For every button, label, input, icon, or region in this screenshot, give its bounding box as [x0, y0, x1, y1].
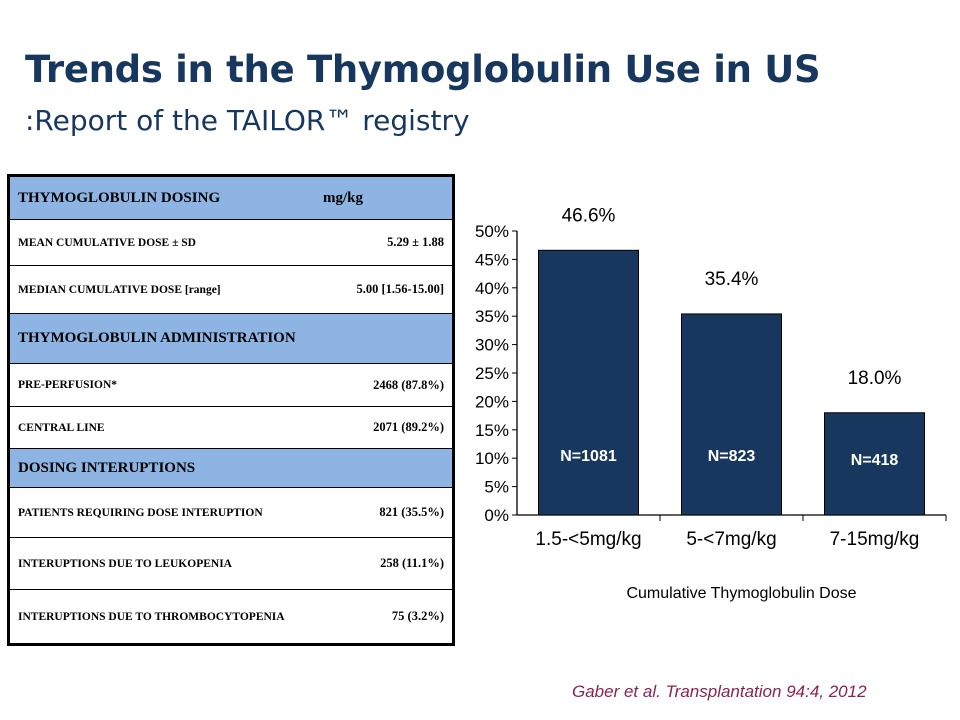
bar-n-label: N=418 — [851, 452, 899, 469]
header-dosing-unit: mg/kg — [323, 189, 364, 206]
x-tick-label: 5-<7mg/kg — [686, 529, 776, 550]
dosing-table: THYMOGLOBULIN DOSING mg/kg MEAN CUMULATI… — [7, 174, 455, 646]
table-row: MEDIAN CUMULATIVE DOSE [range] 5.00 [1.5… — [8, 265, 454, 314]
citation: Gaber et al. Transplantation 94:4, 2012 — [572, 682, 867, 701]
row-value: 2071 (89.2%) — [311, 406, 454, 449]
row-label: INTERUPTIONS DUE TO LEUKOPENIA — [8, 537, 312, 590]
row-value: 75 (3.2%) — [311, 589, 454, 645]
table-row: INTERUPTIONS DUE TO LEUKOPENIA 258 (11.1… — [8, 537, 454, 590]
table-header-administration: THYMOGLOBULIN ADMINISTRATION — [8, 313, 454, 364]
row-label: PATIENTS REQUIRING DOSE INTERUPTION — [8, 487, 312, 538]
bar — [538, 249, 639, 516]
bar-chart: 0% 5% 10% 15% 20% 25% 30% 35% 40% 45% 50% 1.5-<5mg/… — [475, 205, 947, 602]
row-value: 258 (11.1%) — [311, 537, 454, 590]
slide-title: Trends in the Thymoglobulin Use in US — [25, 48, 821, 91]
y-tick-label: 15% — [475, 421, 509, 440]
data-label: 18.0% — [848, 368, 902, 389]
bar-n-label: N=823 — [708, 448, 756, 465]
row-value: 5.00 [1.56-15.00] — [311, 265, 454, 314]
row-label: MEDIAN CUMULATIVE DOSE [range] — [8, 265, 312, 314]
bar — [681, 313, 782, 516]
row-label: PRE-PERFUSION* — [8, 363, 312, 407]
y-tick-label: 10% — [475, 449, 509, 468]
header-administration-label: THYMOGLOBULIN ADMINISTRATION — [8, 313, 454, 364]
table-row: PRE-PERFUSION* 2468 (87.8%) — [8, 363, 454, 407]
row-value: 821 (35.5%) — [311, 487, 454, 538]
table-row: CENTRAL LINE 2071 (89.2%) — [8, 406, 454, 449]
y-tick-label: 20% — [475, 392, 509, 411]
row-value: 2468 (87.8%) — [311, 363, 454, 407]
header-dosing-label: THYMOGLOBULIN DOSING — [18, 189, 221, 206]
table-row: PATIENTS REQUIRING DOSE INTERUPTION 821 … — [8, 487, 454, 538]
table-header-interuptions: DOSING INTERUPTIONS — [8, 448, 454, 488]
header-interuptions-label: DOSING INTERUPTIONS — [8, 448, 454, 488]
data-label: 46.6% — [562, 205, 616, 226]
row-label: INTERUPTIONS DUE TO THROMBOCYTOPENIA — [8, 589, 312, 645]
y-tick-label: 45% — [475, 250, 509, 269]
x-tick-label: 7-15mg/kg — [830, 529, 920, 550]
x-axis-title: Cumulative Thymoglobulin Dose — [626, 585, 856, 602]
row-value: 5.29 ± 1.88 — [311, 219, 454, 266]
y-tick-label: 25% — [475, 364, 509, 383]
x-tick-label: 1.5-<5mg/kg — [535, 529, 641, 550]
row-label: CENTRAL LINE — [8, 406, 312, 449]
y-tick-label: 40% — [475, 279, 509, 298]
table-header-dosing: THYMOGLOBULIN DOSING mg/kg — [8, 175, 454, 220]
slide-subtitle: :Report of the TAILOR™ registry — [25, 104, 470, 137]
table-row: MEAN CUMULATIVE DOSE ± SD 5.29 ± 1.88 — [8, 219, 454, 266]
y-tick-label: 50% — [475, 222, 509, 241]
table-row: INTERUPTIONS DUE TO THROMBOCYTOPENIA 75 … — [8, 589, 454, 645]
y-tick-label: 5% — [484, 478, 509, 497]
y-tick-label: 30% — [475, 336, 509, 355]
bar-n-label: N=1081 — [560, 448, 617, 465]
y-tick-label: 35% — [475, 307, 509, 326]
row-label: MEAN CUMULATIVE DOSE ± SD — [8, 219, 312, 266]
bar — [824, 412, 925, 516]
y-tick-label: 0% — [484, 506, 509, 525]
data-label: 35.4% — [705, 269, 759, 290]
